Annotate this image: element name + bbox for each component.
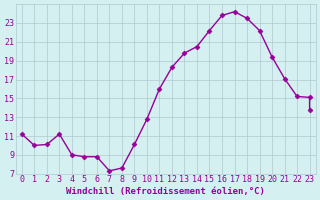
X-axis label: Windchill (Refroidissement éolien,°C): Windchill (Refroidissement éolien,°C)	[66, 187, 265, 196]
